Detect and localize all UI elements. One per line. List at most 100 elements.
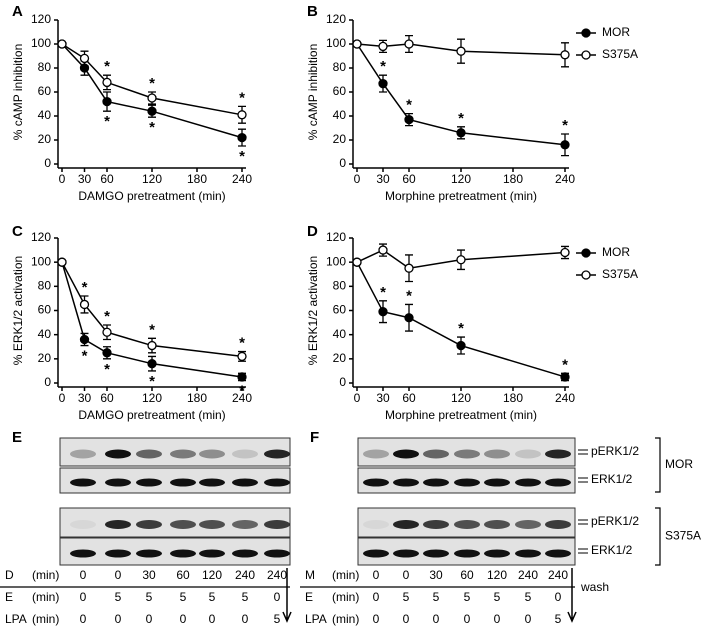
table-cell: 0: [403, 568, 410, 582]
significance-star: *: [239, 89, 245, 106]
table-cell: 0: [209, 612, 216, 626]
table-cell: 0: [242, 612, 249, 626]
blot-band: [170, 549, 196, 558]
table-cell: 30: [142, 568, 156, 582]
y-tick-label: 40: [333, 108, 347, 122]
table-cell: 0: [525, 612, 532, 626]
y-tick-label: 0: [339, 156, 346, 170]
blot-band: [136, 549, 162, 558]
x-axis-label: DAMGO pretreatment (min): [78, 189, 225, 203]
table-cell: 0: [80, 590, 87, 604]
row-unit: (min): [32, 612, 59, 626]
significance-star: *: [406, 287, 412, 304]
blot-band: [515, 449, 541, 459]
data-point: [147, 340, 157, 351]
table-cell: 5: [525, 590, 532, 604]
x-tick-label: 240: [555, 391, 575, 405]
blot-band: [170, 449, 196, 459]
table-cell: 0: [373, 612, 380, 626]
table-cell: 5: [494, 590, 501, 604]
blot-band: [136, 449, 162, 459]
table-cell: 0: [464, 612, 471, 626]
data-point: [147, 359, 157, 369]
significance-star: *: [149, 321, 155, 338]
blot-band: [454, 478, 480, 487]
table-cell: 5: [403, 590, 410, 604]
significance-star: *: [406, 97, 412, 114]
legend-label: S375A: [602, 267, 638, 281]
y-tick-label: 40: [333, 327, 347, 341]
x-tick-label: 30: [78, 172, 92, 186]
panel-label: F: [310, 429, 319, 446]
y-axis-label: % ERK1/2 activation: [306, 256, 320, 365]
panel-label: E: [12, 429, 22, 446]
row-header: E: [5, 590, 13, 604]
blot-row-label: pERK1/2: [591, 444, 639, 458]
table-cell: 5: [242, 590, 249, 604]
y-tick-label: 60: [333, 84, 347, 98]
significance-star: *: [82, 348, 88, 365]
blot-band: [264, 520, 290, 529]
blot-band: [363, 549, 389, 558]
data-point: [560, 247, 570, 258]
row-unit: (min): [332, 612, 359, 626]
y-tick-label: 120: [31, 12, 51, 26]
y-tick-label: 20: [333, 351, 347, 365]
group-label: S375A: [665, 529, 701, 543]
y-tick-label: 80: [333, 60, 347, 74]
row-header: LPA: [305, 612, 327, 626]
y-tick-label: 0: [44, 375, 51, 389]
data-point: [352, 257, 362, 267]
blot-band: [423, 478, 449, 487]
y-tick-label: 40: [38, 108, 52, 122]
table-cell: 0: [274, 590, 281, 604]
table-cell: 5: [464, 590, 471, 604]
table-cell: 0: [80, 612, 87, 626]
x-tick-label: 240: [232, 172, 252, 186]
table-cell: 0: [373, 590, 380, 604]
data-point: [102, 96, 112, 107]
data-point: [147, 93, 157, 103]
data-point: [79, 334, 90, 345]
blot-band: [393, 520, 419, 529]
significance-star: *: [239, 335, 245, 352]
panel-label: C: [12, 223, 23, 240]
data-point: [404, 313, 414, 323]
legend-label: S375A: [602, 47, 638, 61]
blot-band: [170, 478, 196, 487]
blot-band: [454, 449, 480, 459]
significance-star: *: [104, 361, 110, 378]
y-tick-label: 60: [333, 303, 347, 317]
legend-marker: [581, 28, 591, 38]
row-header: M: [305, 568, 315, 582]
blot-band: [423, 549, 449, 558]
data-point: [57, 39, 67, 49]
table-cell: 0: [180, 612, 187, 626]
table-cell: 60: [176, 568, 190, 582]
table-cell: 0: [403, 612, 410, 626]
blot-band: [363, 449, 389, 459]
significance-star: *: [458, 110, 464, 127]
x-tick-label: 0: [59, 391, 66, 405]
blot-band: [105, 520, 131, 529]
row-header: E: [305, 590, 313, 604]
panel-label: D: [307, 223, 318, 240]
x-tick-label: 60: [402, 172, 416, 186]
significance-star: *: [82, 279, 88, 296]
x-tick-label: 60: [402, 391, 416, 405]
y-tick-label: 100: [31, 36, 51, 50]
blot-band: [515, 549, 541, 558]
row-header: D: [5, 568, 14, 582]
x-tick-label: 30: [78, 391, 92, 405]
table-cell: 240: [235, 568, 255, 582]
blot-band: [136, 478, 162, 487]
table-cell: 5: [180, 590, 187, 604]
blot-band: [545, 449, 571, 459]
blot-band: [105, 478, 131, 487]
blot-band: [545, 520, 571, 529]
data-point: [378, 307, 388, 317]
data-point: [560, 50, 570, 60]
blot-band: [484, 520, 510, 529]
blot-band: [393, 549, 419, 558]
data-point: [456, 128, 466, 138]
